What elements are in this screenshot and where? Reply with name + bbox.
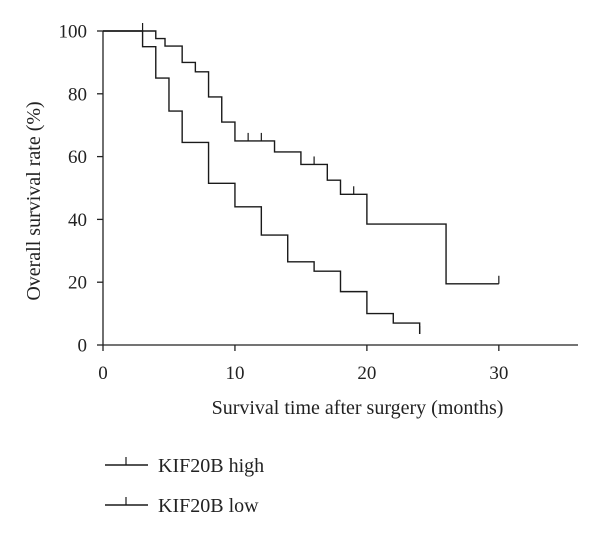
y-tick-label: 40 [68,210,87,231]
tick-marks: 0 20 40 60 80 100 0 10 20 30 [59,22,509,385]
x-tick-label: 10 [225,363,244,384]
y-tick-label: 60 [68,147,87,168]
series-high [103,23,500,285]
x-tick-label: 0 [98,363,108,384]
y-axis-title: Overall survival rate (%) [23,101,45,300]
y-tick-label: 0 [78,336,88,357]
series-layer [103,23,500,335]
legend-item: KIF20B high [105,455,264,477]
y-tick-label: 100 [59,22,88,43]
y-tick-label: 20 [68,273,87,294]
legend-label: KIF20B high [158,455,264,477]
legend-item: KIF20B low [105,495,259,517]
x-axis-title: Survival time after surgery (months) [212,397,504,419]
x-tick-label: 30 [489,363,508,384]
series-low [103,30,421,335]
survival-curve [103,30,499,285]
survival-curve [103,30,421,335]
legend: KIF20B high KIF20B low [105,455,264,517]
y-tick-label: 80 [68,84,87,105]
legend-label: KIF20B low [158,495,259,517]
x-tick-label: 20 [357,363,376,384]
